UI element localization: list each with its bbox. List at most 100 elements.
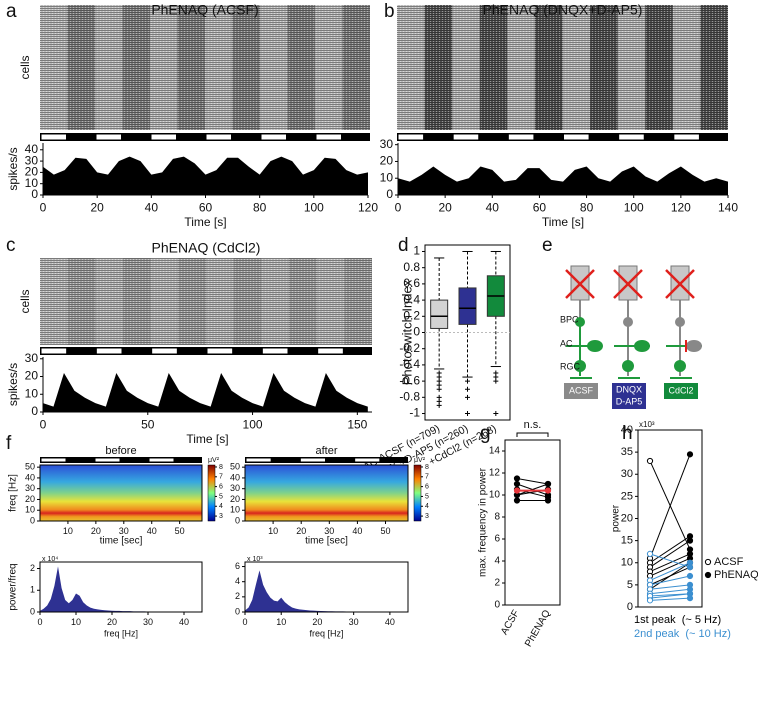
pair-line: [649, 575, 691, 586]
y-tick-label: 20: [25, 494, 35, 504]
outlier: [436, 402, 442, 408]
y-tick-label: 2: [235, 591, 240, 601]
condition-box: [612, 383, 646, 409]
colorbar-tick-label: 5: [219, 493, 223, 500]
stimulus-light: [151, 134, 176, 140]
pair-line: [649, 584, 691, 590]
condition-label: ACSF: [569, 385, 594, 395]
stimulus-light: [316, 134, 341, 140]
colorbar-tick-label: 6: [425, 483, 429, 490]
outlier: [465, 394, 470, 400]
pair-line: [649, 588, 691, 595]
stimulus-light: [41, 348, 67, 354]
y-tick-label: 0.6: [403, 276, 420, 290]
significance-label: n.s.: [524, 419, 542, 431]
stimulus-bar: [40, 133, 370, 141]
stimulus-light: [453, 134, 479, 140]
y-tick-label: 4: [494, 556, 500, 567]
condition-label: DNQX: [616, 384, 642, 394]
x-tick-label: 40: [352, 526, 362, 536]
colorbar-tick-label: 8: [425, 464, 429, 471]
x-tick-label: 20: [296, 526, 306, 536]
panel-label: f: [6, 433, 12, 454]
x-tick-label: 0: [395, 200, 402, 214]
x-tick-label: 10: [276, 617, 286, 627]
y-tick-label: 2: [494, 578, 500, 589]
pair-line: [649, 562, 691, 581]
y-tick-label: 40: [25, 142, 39, 156]
spectrogram: [40, 465, 202, 521]
panel-label: h: [622, 423, 633, 444]
stimulus-light: [619, 134, 644, 140]
pair-line: [649, 597, 691, 601]
outlier: [493, 378, 499, 384]
x-tick-label: 0: [37, 617, 42, 627]
x-tick-label: 40: [486, 200, 500, 214]
x-tick-label: 50: [381, 526, 391, 536]
x-tick-label: 120: [671, 200, 691, 214]
y-tick-label: 0.8: [403, 260, 420, 274]
legend-label: PhENAQ: [714, 569, 758, 581]
x-tick-label: 150: [347, 417, 367, 431]
colorbar-label: μV²: [414, 457, 426, 464]
data-point: [686, 559, 694, 566]
blocked-crosses: [565, 269, 695, 299]
y-tick-label: 6: [494, 534, 500, 545]
stimulus-light: [206, 134, 231, 140]
plot-frame: [504, 439, 561, 606]
legend-label: ACSF: [714, 556, 744, 568]
x-axis-label: Time [s]: [186, 432, 228, 446]
y-tick-label: 10: [489, 490, 501, 501]
y-tick-label: 10: [230, 505, 240, 515]
y-tick-label: 0: [413, 325, 420, 339]
colorbar-label: μV²: [208, 457, 220, 464]
axis-multiplier: x10³: [639, 420, 655, 429]
y-tick-label: 0: [494, 600, 500, 611]
pair-line: [649, 562, 691, 590]
x-tick-label: 0: [40, 200, 47, 214]
x-tick-label: 30: [324, 526, 334, 536]
y-tick-label: 0: [31, 187, 38, 201]
y-tick-label: 30: [380, 137, 394, 151]
y-tick-label: 5: [627, 579, 633, 591]
y-tick-label: 4: [235, 576, 240, 586]
y-tick-label: 0.4: [403, 292, 420, 306]
x-axis-label: time [sec]: [100, 536, 143, 547]
panel-title: PhENAQ (ACSF): [151, 2, 258, 18]
spectrogram: [245, 465, 408, 521]
x-tick-label: 10: [71, 617, 81, 627]
legend-marker: [704, 558, 712, 566]
stimulus-bar: [397, 133, 728, 141]
layer-label: AC: [560, 338, 573, 348]
pair-line: [649, 535, 691, 564]
histogram-area: [43, 156, 368, 195]
y-tick-label: 35: [621, 446, 633, 458]
box: [430, 299, 449, 329]
colorbar: [207, 464, 216, 522]
category-label: ACSF: [499, 608, 522, 637]
y-tick-label: -0.2: [399, 341, 420, 355]
data-point: [686, 595, 694, 602]
panel-label: c: [6, 235, 16, 256]
plot-frame: [244, 464, 409, 522]
pair-line: [649, 540, 691, 568]
data-point: [513, 480, 521, 488]
x-tick-label: 50: [141, 417, 155, 431]
panel-title: PhENAQ (CdCl2): [152, 240, 261, 256]
stimulus-light: [262, 348, 288, 354]
x-tick-label: 40: [385, 617, 395, 627]
condition-label: CdCl2: [668, 385, 693, 395]
stimulus-bar: [40, 457, 202, 463]
stimulus-light: [96, 134, 121, 140]
x-tick-label: 20: [438, 200, 452, 214]
y-tick-label: 2: [30, 563, 35, 573]
y-tick-label: 20: [25, 165, 39, 179]
y-tick-label: 0: [235, 515, 240, 525]
histogram-area: [40, 566, 184, 612]
stimulus-light: [261, 134, 286, 140]
y-tick-label: 20: [25, 369, 39, 383]
y-tick-label: 0: [30, 515, 35, 525]
diagram-stems: [579, 300, 681, 320]
x-tick-label: 100: [304, 200, 324, 214]
